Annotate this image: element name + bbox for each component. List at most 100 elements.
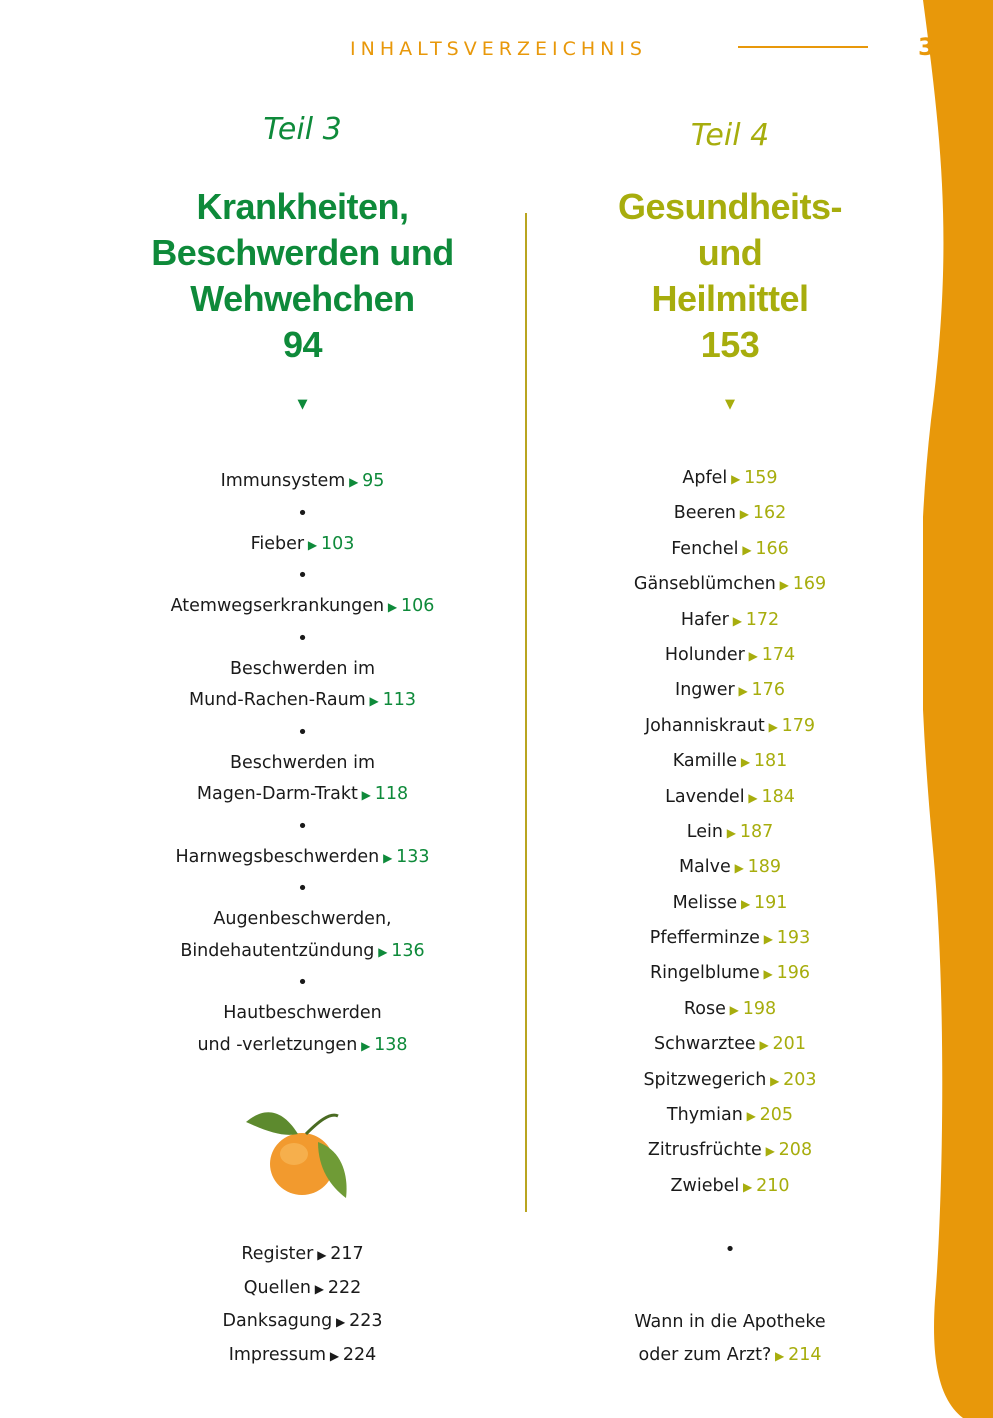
toc-entry[interactable]: Kamille ▶ 181 — [560, 749, 900, 784]
toc-entry[interactable]: Mund-Rachen-Raum ▶ 113 — [110, 685, 495, 717]
play-arrow-icon: ▶ — [771, 1349, 789, 1363]
play-arrow-icon: ▶ — [722, 825, 740, 840]
play-arrow-icon: ▶ — [725, 1002, 743, 1017]
toc-entry-label: Apfel — [682, 468, 728, 488]
play-arrow-icon: ▶ — [734, 684, 752, 699]
toc-entry-page: 103 — [320, 533, 355, 554]
toc-entry[interactable]: Ringelblume ▶ 196 — [560, 961, 900, 996]
play-arrow-icon: ▶ — [304, 537, 321, 552]
toc-entry[interactable]: Thymian ▶ 205 — [560, 1103, 900, 1138]
toc-entry-page: 133 — [396, 846, 430, 867]
toc-entry-label: Ringelblume — [650, 963, 760, 984]
play-arrow-icon: ▶ — [738, 542, 756, 557]
toc-entry[interactable]: Wann in die Apotheke — [560, 1306, 900, 1339]
toc-entry[interactable]: Hafer ▶ 172 — [560, 608, 900, 643]
header-title: INHALTSVERZEICHNIS — [350, 38, 647, 60]
toc-entry-page: 159 — [744, 468, 778, 488]
toc-entry-page: 179 — [781, 715, 816, 736]
toc-entry[interactable]: Beschwerden im — [110, 654, 495, 686]
orange-fruit-icon — [246, 1112, 347, 1198]
bullet-separator: • — [724, 1239, 736, 1260]
toc-entry-page: 214 — [788, 1345, 822, 1365]
toc-entry[interactable]: Fenchel ▶ 166 — [560, 537, 900, 572]
toc-entry[interactable]: Beschwerden im — [110, 748, 495, 780]
toc-entry[interactable]: Immunsystem ▶ 95 — [110, 466, 495, 498]
toc-entry[interactable]: Johanniskraut ▶ 179 — [560, 714, 900, 749]
toc-entry-label: Malve — [678, 857, 731, 878]
toc-entry-page: 172 — [745, 609, 780, 630]
toc-entry-label: Hautbeschwerden — [223, 1003, 382, 1023]
play-arrow-icon: ▶ — [357, 1038, 375, 1053]
play-arrow-icon: ▶ — [310, 1281, 328, 1296]
toc-entry[interactable]: Melisse ▶ 191 — [560, 891, 900, 926]
toc-entry[interactable]: Holunder ▶ 174 — [560, 643, 900, 678]
toc-entry[interactable]: Zwiebel ▶ 210 — [560, 1174, 900, 1209]
toc-entry-label: Atemwegserkrankungen — [170, 596, 385, 616]
toc-entry-page: 198 — [742, 998, 777, 1019]
toc-entry[interactable]: Harnwegsbeschwerden ▶ 133 — [110, 842, 495, 874]
toc-entry[interactable]: Rose ▶ 198 — [560, 997, 900, 1032]
play-arrow-icon: ▶ — [739, 1179, 757, 1194]
toc-entry[interactable]: Atemwegserkrankungen ▶ 106 — [110, 591, 495, 623]
toc-entry-label: Bindehautentzündung — [180, 940, 375, 961]
bullet-separator: • — [297, 565, 308, 586]
play-arrow-icon: ▶ — [728, 613, 746, 628]
play-arrow-icon: ▶ — [744, 648, 762, 663]
toc-entry[interactable]: Malve ▶ 189 — [560, 855, 900, 890]
play-arrow-icon: ▶ — [742, 1109, 760, 1124]
toc-entry[interactable]: und -verletzungen ▶ 138 — [110, 1030, 495, 1062]
toc-entry[interactable]: Spitzwegerich ▶ 203 — [560, 1068, 900, 1103]
toc-entry[interactable]: Bindehautentzündung ▶ 136 — [110, 936, 495, 968]
toc-entry-page: 196 — [776, 963, 810, 984]
toc-entry-page: 189 — [747, 857, 782, 878]
toc-entry[interactable]: oder zum Arzt? ▶ 214 — [560, 1339, 900, 1372]
play-arrow-icon: ▶ — [759, 932, 777, 947]
toc-entry[interactable]: Fieber ▶ 103 — [110, 529, 495, 561]
toc-entry[interactable]: Zitrusfrüchte ▶ 208 — [560, 1138, 900, 1173]
play-arrow-icon: ▶ — [374, 944, 392, 959]
toc-entry[interactable]: Magen-Darm-Trakt ▶ 118 — [110, 779, 495, 811]
toc-entry[interactable]: Gänseblümchen ▶ 169 — [560, 572, 900, 607]
appendix-entry[interactable]: Impressum ▶ 224 — [110, 1339, 495, 1373]
toc-entry[interactable]: Lein ▶ 187 — [560, 820, 900, 855]
triangle-down-icon: ▼ — [297, 397, 308, 412]
appendix-page: 217 — [330, 1244, 364, 1264]
toc-entry-page: 203 — [783, 1069, 817, 1090]
toc-entry-label: und -verletzungen — [197, 1034, 358, 1055]
play-arrow-icon: ▶ — [744, 790, 762, 805]
appendix-label: Danksagung — [222, 1311, 333, 1331]
play-arrow-icon: ▶ — [345, 475, 363, 489]
toc-entry[interactable]: Hautbeschwerden — [110, 998, 495, 1030]
toc-entry-label: Gänseblümchen — [633, 574, 776, 595]
toc-entry-label: Johanniskraut — [644, 715, 765, 736]
toc-entry-label: Harnwegsbeschwerden — [175, 846, 380, 867]
appendix-entry[interactable]: Register ▶ 217 — [110, 1238, 495, 1272]
toc-entry-label: Mund-Rachen-Raum — [189, 690, 366, 710]
play-arrow-icon: ▶ — [357, 788, 375, 802]
toc-entry[interactable]: Ingwer ▶ 176 — [560, 678, 900, 713]
toc-entry[interactable]: Schwarztee ▶ 201 — [560, 1032, 900, 1067]
orange-wave-edge — [923, 0, 993, 1418]
toc-entry-page: 208 — [778, 1140, 813, 1161]
toc-entry-label: Magen-Darm-Trakt — [196, 784, 358, 804]
toc-entry-label: Immunsystem — [220, 471, 346, 491]
toc-entry[interactable]: Beeren ▶ 162 — [560, 501, 900, 536]
toc-entry-page: 193 — [776, 928, 811, 949]
toc-entry-page: 166 — [755, 538, 789, 559]
teil-3-label: Teil 3 — [263, 112, 342, 147]
toc-entry-label: Hafer — [680, 609, 729, 630]
toc-entry[interactable]: Pfefferminze ▶ 193 — [560, 926, 900, 961]
toc-entry[interactable]: Apfel ▶ 159 — [560, 466, 900, 501]
appendix-entry[interactable]: Danksagung ▶ 223 — [110, 1305, 495, 1339]
play-arrow-icon: ▶ — [766, 1073, 784, 1088]
toc-entry-page: 201 — [772, 1034, 806, 1055]
play-arrow-icon: ▶ — [332, 1315, 350, 1329]
toc-entry[interactable]: Lavendel ▶ 184 — [560, 785, 900, 820]
appendix-page: 224 — [342, 1344, 377, 1365]
play-arrow-icon: ▶ — [735, 507, 753, 522]
appendix-entry[interactable]: Quellen ▶ 222 — [110, 1272, 495, 1306]
play-arrow-icon: ▶ — [764, 719, 782, 734]
toc-entry-page: 191 — [754, 892, 788, 913]
appendix-page: 222 — [327, 1277, 362, 1298]
toc-entry[interactable]: Augenbeschwerden, — [110, 904, 495, 936]
